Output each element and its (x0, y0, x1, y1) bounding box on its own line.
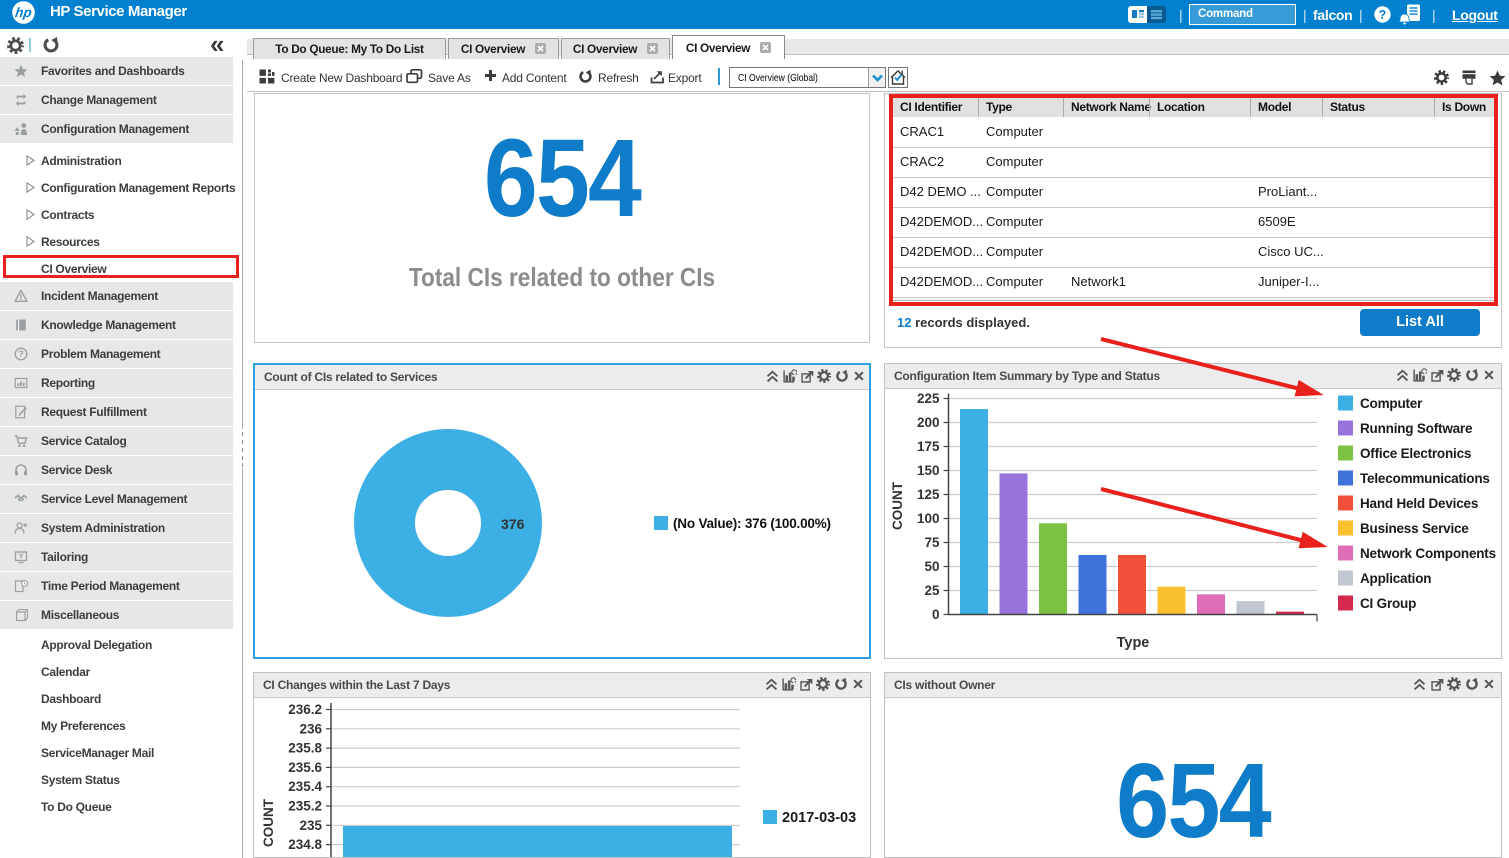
svg-text:25: 25 (924, 583, 940, 598)
svg-text:175: 175 (917, 439, 940, 454)
svg-text:Type: Type (1117, 635, 1150, 651)
svg-text:225: 225 (917, 391, 940, 406)
svg-text:Application: Application (1360, 571, 1431, 586)
svg-text:235.4: 235.4 (288, 779, 322, 794)
svg-text:100: 100 (917, 511, 940, 526)
svg-text:150: 150 (917, 463, 940, 478)
svg-text:235.2: 235.2 (288, 799, 322, 814)
svg-text:?: ? (18, 349, 24, 359)
svg-text:hp: hp (14, 5, 33, 20)
svg-text:Office Electronics: Office Electronics (1360, 446, 1471, 461)
svg-text:Telecommunications: Telecommunications (1360, 471, 1490, 486)
svg-text:0: 0 (932, 607, 940, 622)
svg-text:Hand Held Devices: Hand Held Devices (1360, 496, 1478, 511)
svg-text:?: ? (1379, 8, 1387, 22)
svg-text:2017-03-03: 2017-03-03 (782, 810, 856, 826)
svg-text:200: 200 (917, 415, 940, 430)
svg-text:COUNT: COUNT (261, 798, 276, 847)
svg-text:125: 125 (917, 487, 940, 502)
svg-text:Y: Y (18, 552, 23, 561)
svg-text:50: 50 (924, 559, 939, 574)
svg-text:COUNT: COUNT (890, 481, 905, 530)
svg-text:Business Service: Business Service (1360, 521, 1469, 536)
svg-text:75: 75 (924, 535, 940, 550)
svg-text:Computer: Computer (1360, 396, 1423, 411)
svg-text:236.2: 236.2 (288, 702, 322, 717)
svg-text:234.8: 234.8 (288, 837, 322, 852)
svg-text:CI Group: CI Group (1360, 596, 1416, 611)
svg-text:236: 236 (299, 721, 322, 736)
svg-text:235.6: 235.6 (288, 760, 322, 775)
svg-text:Running Software: Running Software (1360, 421, 1473, 436)
svg-text:235.8: 235.8 (288, 741, 322, 756)
svg-text:Network Components: Network Components (1360, 546, 1496, 561)
svg-text:235: 235 (299, 818, 322, 833)
